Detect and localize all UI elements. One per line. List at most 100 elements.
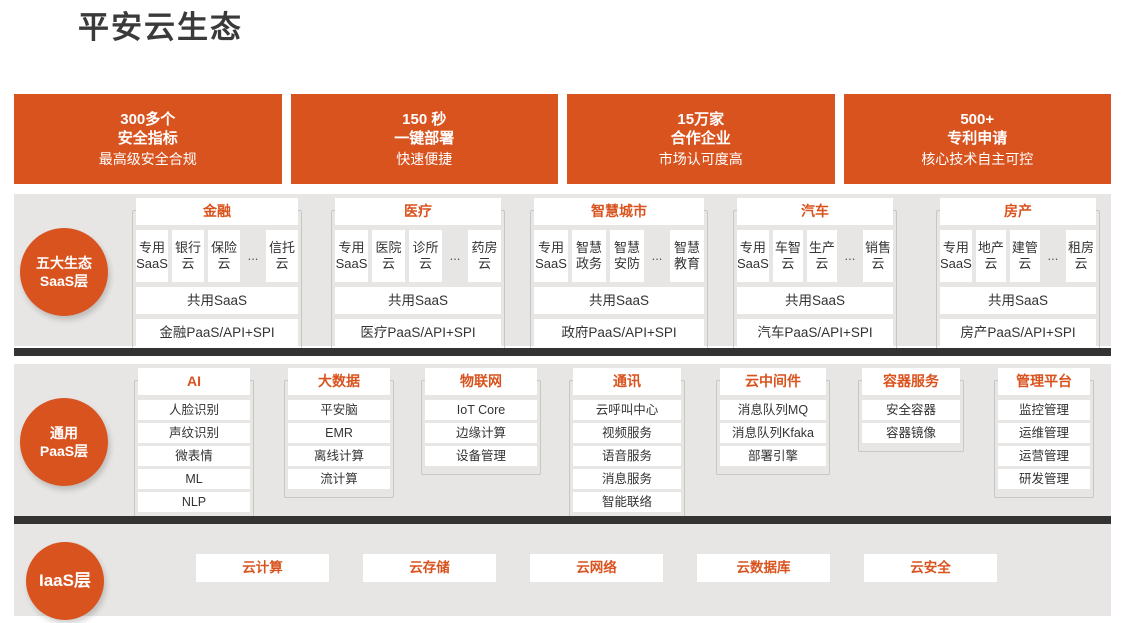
saas-cell[interactable]: 租房云 bbox=[1065, 230, 1096, 282]
saas-cell-row: 专用SaaS 车智云 生产云... 销售云 bbox=[737, 230, 893, 282]
paas-group: 物联网 IoT Core 边缘计算设备管理 bbox=[415, 368, 547, 475]
kpi-headline-secondary: 一键部署 bbox=[394, 129, 455, 147]
saas-group-title[interactable]: 金融 bbox=[136, 198, 298, 225]
kpi-subtitle: 核心技术自主可控 bbox=[921, 150, 1034, 167]
paas-service-item[interactable]: 离线计算 bbox=[288, 446, 390, 466]
kpi-subtitle: 快速便捷 bbox=[396, 150, 453, 167]
saas-cell[interactable]: 诊所云 bbox=[409, 230, 442, 282]
saas-shared-bar[interactable]: 共用SaaS bbox=[534, 287, 704, 314]
paas-group-body: 云中间件消息队列MQ 消息队列Kfaka 部署引擎 bbox=[710, 368, 836, 475]
iaas-service-item[interactable]: 云网络 bbox=[530, 554, 663, 582]
paas-service-item[interactable]: 消息队列Kfaka bbox=[720, 423, 826, 443]
saas-cell[interactable]: 药房云 bbox=[468, 230, 501, 282]
paas-service-item[interactable]: 研发管理 bbox=[998, 469, 1090, 489]
paas-service-item[interactable]: NLP bbox=[138, 492, 250, 512]
paas-service-item[interactable]: 云呼叫中心 bbox=[573, 400, 681, 420]
saas-cell[interactable]: 建管云 bbox=[1009, 230, 1040, 282]
paas-group: AI 人脸识别声纹识别微表情 ML NLP bbox=[128, 368, 260, 521]
saas-cell[interactable]: 专用SaaS bbox=[534, 230, 568, 282]
paas-service-item[interactable]: 部署引擎 bbox=[720, 446, 826, 466]
paas-service-item[interactable]: 运维管理 bbox=[998, 423, 1090, 443]
saas-cell[interactable]: 销售云 bbox=[862, 230, 893, 282]
paas-service-item[interactable]: EMR bbox=[288, 423, 390, 443]
paas-group-title[interactable]: 通讯 bbox=[573, 368, 681, 395]
saas-paas-api-bar[interactable]: 房产PaaS/API+SPI bbox=[940, 319, 1096, 346]
saas-ellipsis: ... bbox=[247, 248, 259, 263]
saas-cell[interactable]: 智慧政务 bbox=[572, 230, 606, 282]
saas-layer-badge: 五大生态 SaaS层 bbox=[20, 228, 108, 316]
paas-service-item[interactable]: IoT Core bbox=[425, 400, 537, 420]
saas-cell-row: 专用SaaS 银行云 保险云... 信托云 bbox=[136, 230, 298, 282]
paas-service-item[interactable]: 视频服务 bbox=[573, 423, 681, 443]
saas-cell[interactable]: 专用SaaS bbox=[335, 230, 368, 282]
paas-group-title[interactable]: 物联网 bbox=[425, 368, 537, 395]
saas-badge-line1: 五大生态 bbox=[36, 255, 92, 271]
paas-service-item[interactable]: 语音服务 bbox=[573, 446, 681, 466]
paas-service-item[interactable]: 消息队列MQ bbox=[720, 400, 826, 420]
saas-group-title[interactable]: 智慧城市 bbox=[534, 198, 704, 225]
paas-service-item[interactable]: 声纹识别 bbox=[138, 423, 250, 443]
paas-service-item[interactable]: 设备管理 bbox=[425, 446, 537, 466]
paas-service-item[interactable]: ML bbox=[138, 469, 250, 489]
saas-paas-api-bar[interactable]: 医疗PaaS/API+SPI bbox=[335, 319, 501, 346]
saas-group-title[interactable]: 医疗 bbox=[335, 198, 501, 225]
saas-cell[interactable]: 医院云 bbox=[372, 230, 405, 282]
saas-cell[interactable]: 专用SaaS bbox=[940, 230, 972, 282]
paas-group-title[interactable]: 大数据 bbox=[288, 368, 390, 395]
paas-group-body: 通讯云呼叫中心视频服务语音服务消息服务智能联络 bbox=[563, 368, 691, 521]
paas-group-title[interactable]: 容器服务 bbox=[862, 368, 960, 395]
paas-service-item[interactable]: 消息服务 bbox=[573, 469, 681, 489]
iaas-service-item[interactable]: 云数据库 bbox=[697, 554, 830, 582]
paas-badge-line2: PaaS层 bbox=[39, 443, 89, 459]
saas-group-body: 汽车专用SaaS 车智云 生产云... 销售云共用SaaS 汽车PaaS/API+SPI bbox=[727, 198, 903, 352]
saas-ellipsis: ... bbox=[844, 248, 856, 263]
paas-group-title[interactable]: 管理平台 bbox=[998, 368, 1090, 395]
paas-service-item[interactable]: 流计算 bbox=[288, 469, 390, 489]
saas-cell[interactable]: 专用SaaS bbox=[737, 230, 769, 282]
saas-shared-bar[interactable]: 共用SaaS bbox=[737, 287, 893, 314]
paas-service-item[interactable]: 监控管理 bbox=[998, 400, 1090, 420]
iaas-items: 云计算 云存储 云网络 云数据库 云安全 bbox=[196, 554, 1096, 582]
saas-shared-bar[interactable]: 共用SaaS bbox=[136, 287, 298, 314]
paas-service-item[interactable]: 人脸识别 bbox=[138, 400, 250, 420]
saas-group-title[interactable]: 房产 bbox=[940, 198, 1096, 225]
iaas-service-item[interactable]: 云存储 bbox=[363, 554, 496, 582]
paas-group: 通讯云呼叫中心视频服务语音服务消息服务智能联络 bbox=[563, 368, 691, 521]
saas-cell[interactable]: 保险云 bbox=[208, 230, 240, 282]
saas-cell[interactable]: 银行云 bbox=[172, 230, 204, 282]
saas-shared-bar[interactable]: 共用SaaS bbox=[940, 287, 1096, 314]
paas-group-body: 大数据平安脑 EMR 离线计算流计算 bbox=[278, 368, 400, 498]
paas-service-item[interactable]: 运营管理 bbox=[998, 446, 1090, 466]
saas-cell[interactable]: 专用SaaS bbox=[136, 230, 168, 282]
saas-paas-api-bar[interactable]: 金融PaaS/API+SPI bbox=[136, 319, 298, 346]
saas-paas-api-bar[interactable]: 汽车PaaS/API+SPI bbox=[737, 319, 893, 346]
paas-service-item[interactable]: 安全容器 bbox=[862, 400, 960, 420]
iaas-service-item[interactable]: 云安全 bbox=[864, 554, 997, 582]
paas-service-item[interactable]: 边缘计算 bbox=[425, 423, 537, 443]
saas-paas-api-bar[interactable]: 政府PaaS/API+SPI bbox=[534, 319, 704, 346]
paas-service-item[interactable]: 微表情 bbox=[138, 446, 250, 466]
paas-service-item[interactable]: 容器镜像 bbox=[862, 423, 960, 443]
paas-service-item[interactable]: 智能联络 bbox=[573, 492, 681, 512]
paas-group: 云中间件消息队列MQ 消息队列Kfaka 部署引擎 bbox=[710, 368, 836, 475]
saas-cell-row: 专用SaaS 智慧政务 智慧安防... 智慧教育 bbox=[534, 230, 704, 282]
saas-cell[interactable]: 车智云 bbox=[772, 230, 803, 282]
paas-group-title[interactable]: 云中间件 bbox=[720, 368, 826, 395]
kpi-card: 150 秒一键部署快速便捷 bbox=[290, 94, 558, 184]
saas-group-title[interactable]: 汽车 bbox=[737, 198, 893, 225]
saas-cell[interactable]: 地产云 bbox=[975, 230, 1006, 282]
saas-shared-bar[interactable]: 共用SaaS bbox=[335, 287, 501, 314]
saas-cell[interactable]: 智慧教育 bbox=[670, 230, 704, 282]
paas-service-item[interactable]: 平安脑 bbox=[288, 400, 390, 420]
saas-cell[interactable]: 生产云 bbox=[806, 230, 837, 282]
iaas-service-item[interactable]: 云计算 bbox=[196, 554, 329, 582]
layer-divider-saas-paas bbox=[14, 348, 1111, 356]
kpi-headline-secondary: 合作企业 bbox=[670, 129, 731, 147]
saas-cell[interactable]: 信托云 bbox=[266, 230, 298, 282]
saas-group-body: 金融专用SaaS 银行云 保险云... 信托云共用SaaS 金融PaaS/API+SPI bbox=[126, 198, 308, 352]
kpi-headline-primary: 150 秒 bbox=[402, 110, 447, 128]
paas-group-title[interactable]: AI bbox=[138, 368, 250, 395]
saas-cell[interactable]: 智慧安防 bbox=[610, 230, 644, 282]
paas-group: 容器服务安全容器容器镜像 bbox=[852, 368, 970, 452]
